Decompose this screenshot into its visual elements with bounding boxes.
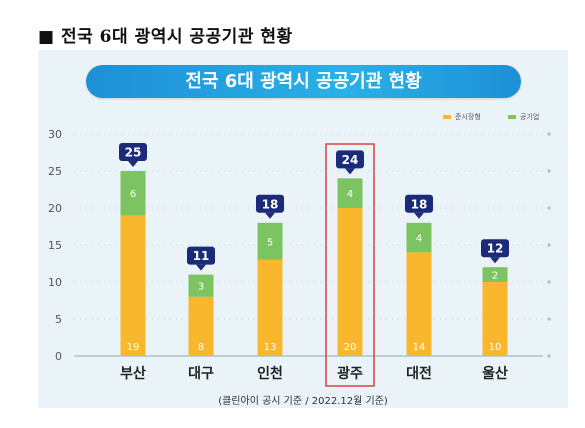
y-guide-dot xyxy=(547,317,551,321)
bar-private xyxy=(120,215,146,356)
x-category-label: 대구 xyxy=(188,366,214,382)
total-label: 18 xyxy=(411,197,428,211)
x-category-label: 광주 xyxy=(337,365,363,382)
total-badge-pointer xyxy=(265,212,275,219)
y-tick-label: 25 xyxy=(48,165,62,178)
x-category-label: 대전 xyxy=(406,365,432,382)
highlight-frame xyxy=(325,143,375,387)
bar-private xyxy=(188,296,214,356)
bar-label-public: 6 xyxy=(130,189,136,200)
chart-panel: 전국 6대 광역시 공공기관 현황 준시장형 공기업 0 5 10 15 20 25 30 1… xyxy=(38,50,568,408)
chart-title: 전국 6대 광역시 공공기관 현황 xyxy=(86,65,521,98)
total-badge-pointer xyxy=(345,168,355,175)
bar-label-private: 19 xyxy=(127,342,140,353)
x-category-label: 부산 xyxy=(120,365,146,382)
bar-public xyxy=(120,171,146,216)
y-guide-dot xyxy=(547,169,551,173)
total-badge-pointer xyxy=(490,257,500,264)
y-tick-label: 0 xyxy=(55,350,62,363)
bar-label-private: 13 xyxy=(264,342,277,353)
y-tick-label: 15 xyxy=(48,239,62,252)
bar-label-public: 4 xyxy=(347,189,353,200)
bar-public xyxy=(406,222,432,253)
y-guide-dot xyxy=(547,132,551,136)
legend-swatch-private xyxy=(443,115,451,119)
total-badge xyxy=(256,194,284,213)
y-tick-label: 5 xyxy=(55,313,62,326)
total-badge xyxy=(336,150,364,169)
y-tick-label: 30 xyxy=(48,128,62,141)
chart-svg: 05101520253019625부산8311대구13518인천20424광주1… xyxy=(48,128,551,387)
bar-private xyxy=(257,259,283,356)
y-guide-dot xyxy=(547,206,551,210)
bar-label-private: 10 xyxy=(489,342,502,353)
bar-label-public: 2 xyxy=(492,271,498,282)
bar-public xyxy=(337,178,363,208)
bar-label-public: 4 xyxy=(416,234,422,245)
page-heading: ■ 전국 6대 광역시 공공기관 현황 xyxy=(38,27,293,47)
y-guide-dot xyxy=(547,354,551,358)
legend-item-private: 준시장형 xyxy=(443,112,481,122)
total-label: 24 xyxy=(342,153,359,167)
bar-public xyxy=(257,222,283,260)
total-badge-pointer xyxy=(128,161,138,167)
total-badge-pointer xyxy=(414,212,424,219)
bar-label-public: 3 xyxy=(198,282,204,293)
legend-item-public: 공기업 xyxy=(508,112,539,122)
total-badge xyxy=(119,143,147,161)
x-category-label: 울산 xyxy=(482,365,508,382)
bar-public xyxy=(482,267,508,282)
bar-label-private: 20 xyxy=(344,342,357,353)
total-label: 12 xyxy=(487,242,504,256)
total-badge xyxy=(187,246,215,265)
bar-public xyxy=(188,274,214,297)
bar-private xyxy=(406,252,432,356)
x-category-label: 인천 xyxy=(257,365,283,382)
bar-private xyxy=(482,282,508,356)
total-label: 18 xyxy=(262,197,279,211)
bar-label-private: 14 xyxy=(413,342,426,353)
total-label: 25 xyxy=(125,146,142,160)
y-guide-dot xyxy=(547,280,551,284)
legend-swatch-public xyxy=(508,115,516,119)
bar-private xyxy=(337,208,363,356)
total-badge xyxy=(481,239,509,258)
bar-label-private: 8 xyxy=(198,342,204,353)
source-note: (클린아이 공시 기준 / 2022.12월 기준) xyxy=(218,396,388,407)
legend-label-private: 준시장형 xyxy=(455,113,481,121)
total-badge xyxy=(405,194,433,213)
y-guide-dot xyxy=(547,243,551,247)
legend-label-public: 공기업 xyxy=(520,113,540,121)
total-badge-pointer xyxy=(196,264,206,271)
y-tick-label: 10 xyxy=(48,276,62,289)
bar-label-public: 5 xyxy=(267,237,273,248)
total-label: 11 xyxy=(193,249,210,263)
y-tick-label: 20 xyxy=(48,202,62,215)
